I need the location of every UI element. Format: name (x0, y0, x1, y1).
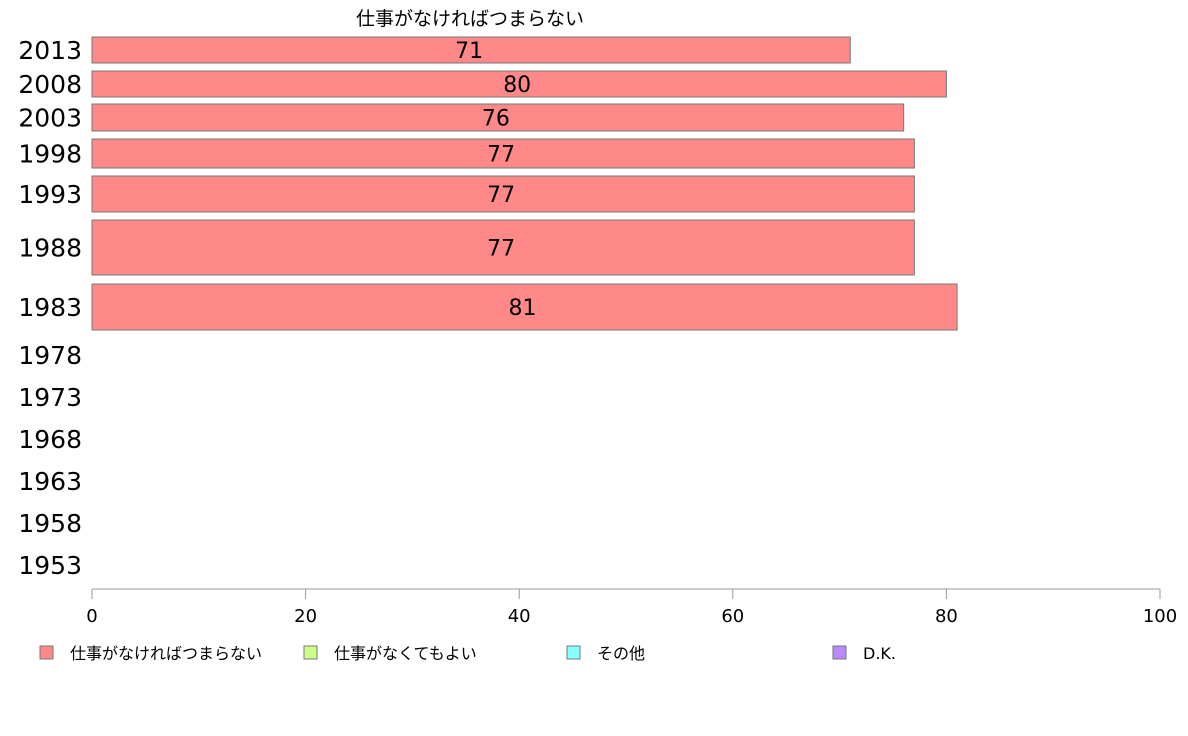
bar-value-label: 71 (455, 39, 483, 64)
legend-label: その他 (597, 644, 645, 663)
x-tick-label: 60 (721, 606, 744, 627)
bar (91, 219, 915, 276)
legend-label: 仕事がなければつまらない (70, 644, 262, 663)
y-tick-label: 1958 (18, 509, 82, 538)
y-tick-label: 2013 (18, 36, 82, 65)
x-tick-label: 20 (294, 606, 317, 627)
y-tick-label: 1963 (18, 467, 82, 496)
bar-value-label: 76 (482, 107, 510, 132)
y-tick-label: 1953 (18, 551, 82, 580)
x-axis: 0 20 40 60 80 100 (86, 588, 1177, 627)
bar (91, 283, 958, 331)
legend-swatch (832, 645, 847, 660)
y-tick-label: 2008 (18, 70, 82, 99)
legend-label: D.K. (863, 644, 896, 663)
y-tick-label: 2003 (18, 104, 82, 133)
chart-title: 仕事がなければつまらない (356, 8, 584, 30)
bar-value-label: 77 (487, 183, 515, 208)
x-tick-label: 0 (86, 606, 97, 627)
bar (91, 138, 915, 169)
bar-value-label: 80 (503, 73, 531, 98)
legend-label: 仕事がなくてもよい (334, 644, 477, 663)
x-tick-label: 80 (935, 606, 958, 627)
y-tick-label: 1968 (18, 425, 82, 454)
bar (91, 175, 915, 213)
bar-value-label: 81 (509, 296, 537, 321)
y-tick-label: 1988 (18, 234, 82, 263)
x-tick-label: 40 (508, 606, 531, 627)
y-tick-label: 1983 (18, 293, 82, 322)
legend: 仕事がなければつまらない 仕事がなくてもよい その他 D.K. (39, 644, 896, 663)
bars: 71 80 76 77 77 77 81 (91, 36, 958, 331)
bar-value-label: 77 (487, 237, 515, 262)
y-tick-label: 1978 (18, 341, 82, 370)
bar (91, 103, 905, 132)
y-tick-label: 1998 (18, 140, 82, 169)
bar (91, 70, 947, 98)
legend-swatch (566, 645, 581, 660)
legend-swatch (39, 645, 54, 660)
x-tick-label: 100 (1143, 606, 1177, 627)
y-axis-labels: 2013 2008 2003 1998 1993 1988 1983 1978 1973 1968… (18, 36, 82, 580)
y-tick-label: 1993 (18, 180, 82, 209)
bar-value-label: 77 (487, 143, 515, 168)
y-tick-label: 1973 (18, 383, 82, 412)
bar (91, 36, 851, 64)
legend-swatch (303, 645, 318, 660)
